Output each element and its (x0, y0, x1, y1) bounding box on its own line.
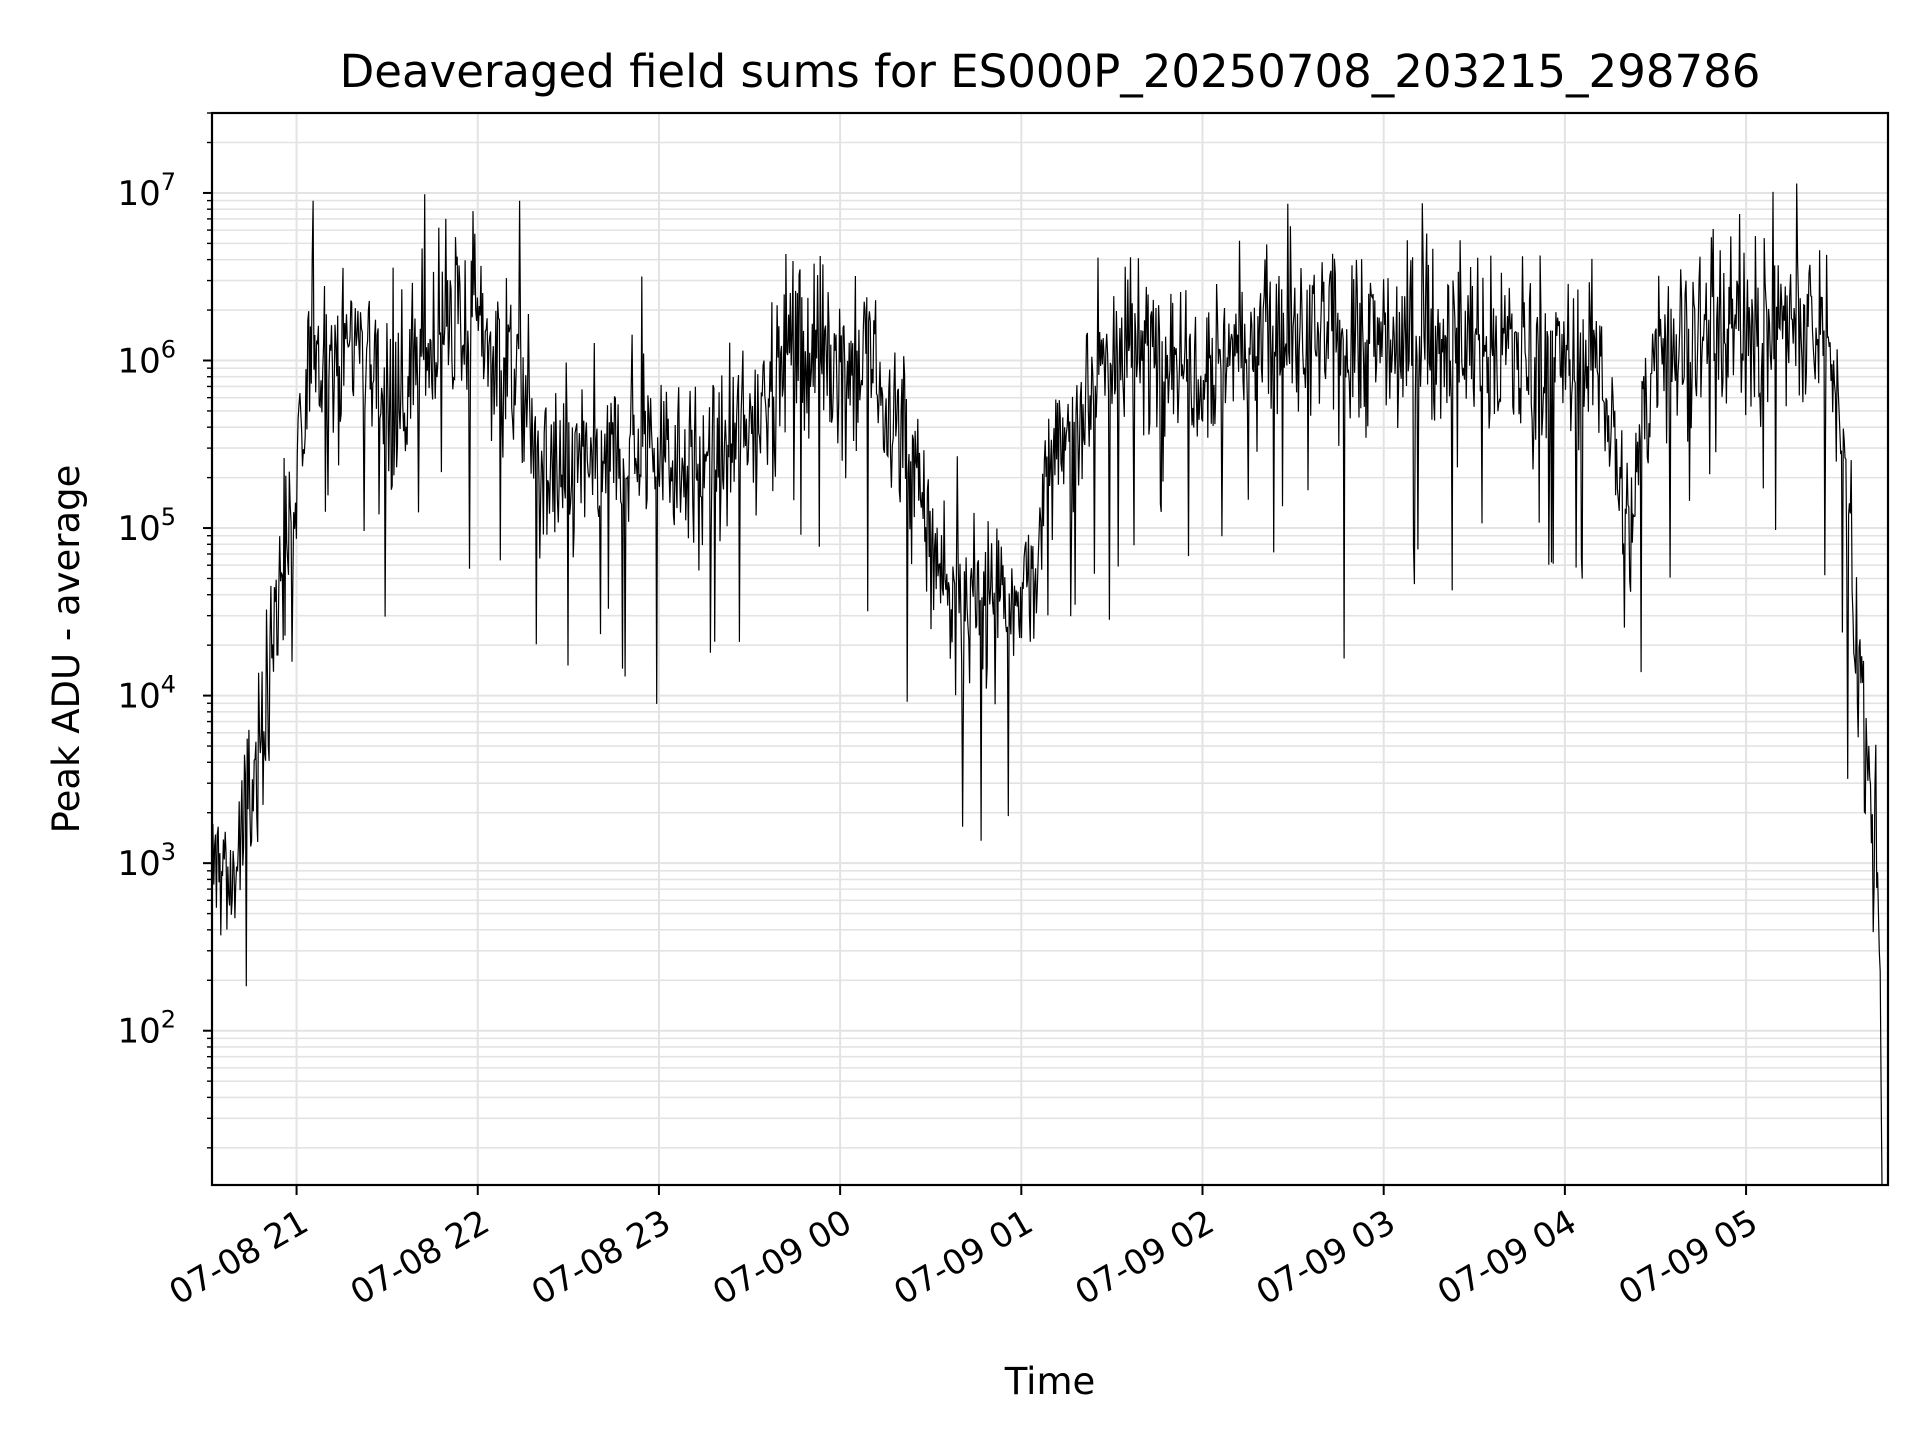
x-tick-label: 07-09 02 (1069, 1202, 1221, 1313)
series-line (211, 183, 1883, 1186)
y-tick-label: 107 (117, 168, 176, 214)
y-axis-label: Peak ADU - average (45, 465, 88, 834)
series-layer (211, 183, 1883, 1186)
y-tick-label: 103 (117, 838, 176, 884)
y-tick-base: 10 (117, 1012, 160, 1052)
x-tick-label: 07-09 05 (1612, 1202, 1764, 1313)
plot-frame (210, 111, 1890, 1187)
y-tick-base: 10 (117, 844, 160, 884)
y-tick-label: 105 (117, 503, 176, 549)
x-tick-label: 07-08 23 (525, 1202, 677, 1313)
x-tick-label: 07-09 04 (1431, 1202, 1583, 1313)
x-tick-label: 07-08 21 (163, 1202, 315, 1313)
y-tick-label: 104 (117, 671, 176, 717)
y-tick-base: 10 (117, 677, 160, 717)
y-tick-base: 10 (117, 509, 160, 549)
y-tick-label: 106 (117, 335, 176, 381)
x-axis: 07-08 21 07-08 22 07-08 23 07-09 00 07-09 01… (163, 1185, 1765, 1313)
y-tick-base: 10 (117, 174, 160, 214)
grid (212, 112, 1888, 1185)
y-tick-exponent: 2 (161, 1006, 176, 1034)
x-tick-label: 07-09 00 (706, 1202, 858, 1313)
y-tick-exponent: 7 (161, 168, 176, 196)
x-axis-label: Time (1004, 1360, 1096, 1403)
y-tick-base: 10 (117, 341, 160, 381)
y-tick-label: 102 (117, 1006, 176, 1052)
y-tick-exponent: 4 (161, 671, 176, 699)
y-tick-exponent: 5 (161, 503, 176, 531)
x-tick-label: 07-09 01 (887, 1202, 1039, 1313)
y-tick-exponent: 3 (161, 838, 176, 866)
y-tick-exponent: 6 (161, 335, 176, 363)
x-tick-label: 07-09 03 (1250, 1202, 1402, 1313)
chart-title: Deaveraged field sums for ES000P_2025070… (340, 45, 1761, 98)
x-tick-label: 07-08 22 (344, 1202, 496, 1313)
